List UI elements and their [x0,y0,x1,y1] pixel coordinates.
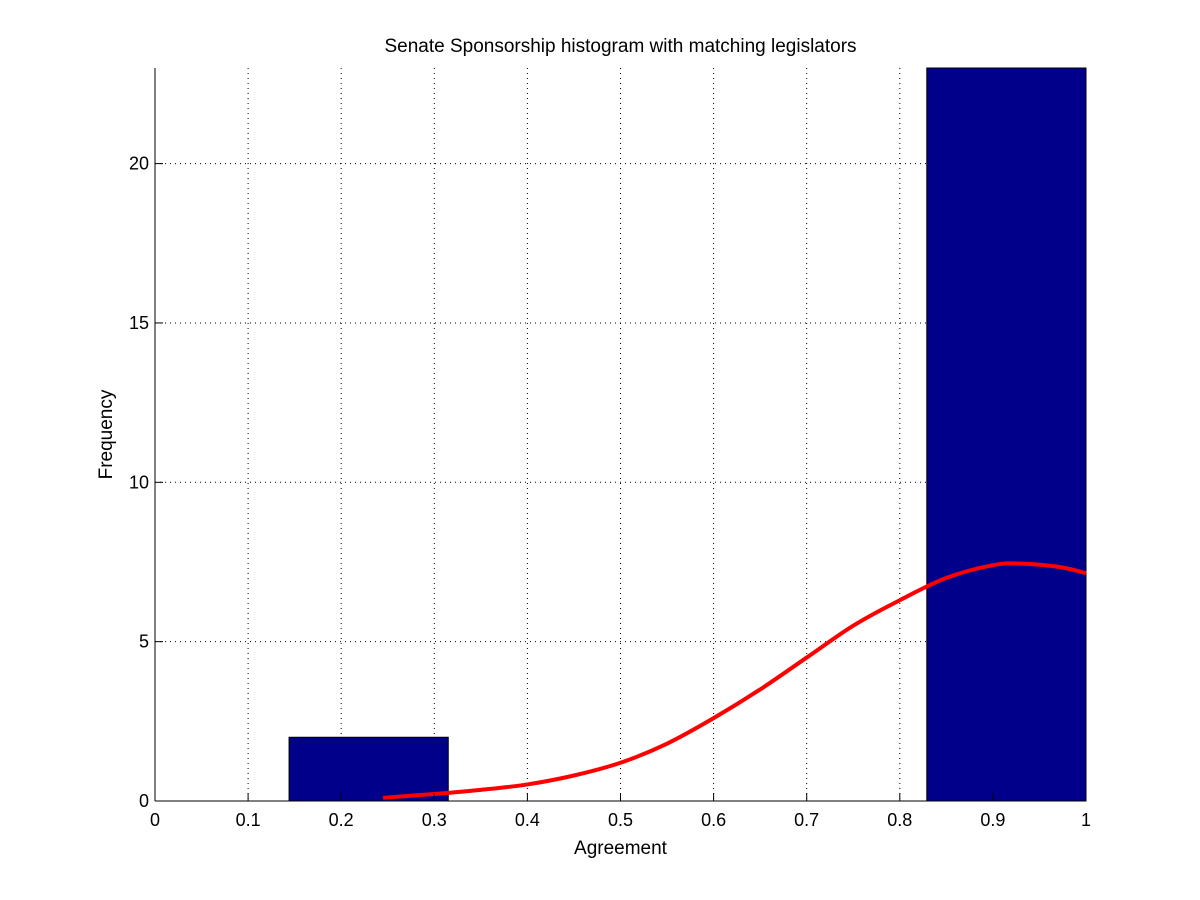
x-axis-title: Agreement [574,838,668,859]
x-tick-label: 0.7 [794,810,819,830]
fit-curve-line [382,561,1087,800]
x-tick-label: 0.8 [887,810,912,830]
x-tick-label: 0 [150,810,160,830]
histogram-bar [926,67,1087,802]
histogram-bars [288,67,1087,802]
axes-frame [154,68,1087,802]
y-axis-title: Frequency [96,389,117,479]
x-tick-label: 0.3 [422,810,447,830]
x-tick-label: 1 [1081,810,1091,830]
chart-title: Senate Sponsorship histogram with matchi… [384,36,856,57]
fit-curve-layer [382,561,1087,800]
y-tick-label: 0 [139,791,149,811]
y-tick-label: 5 [139,632,149,652]
histogram-bar [288,736,449,802]
y-tick-label: 20 [129,154,149,174]
x-tick-label: 0.1 [236,810,261,830]
x-tick-label: 0.9 [980,810,1005,830]
x-tick-label: 0.2 [329,810,354,830]
y-tick-label: 15 [129,313,149,333]
x-tick-label: 0.4 [515,810,540,830]
x-tick-label: 0.6 [701,810,726,830]
y-tick-label: 10 [129,472,149,492]
x-tick-label: 0.5 [608,810,633,830]
